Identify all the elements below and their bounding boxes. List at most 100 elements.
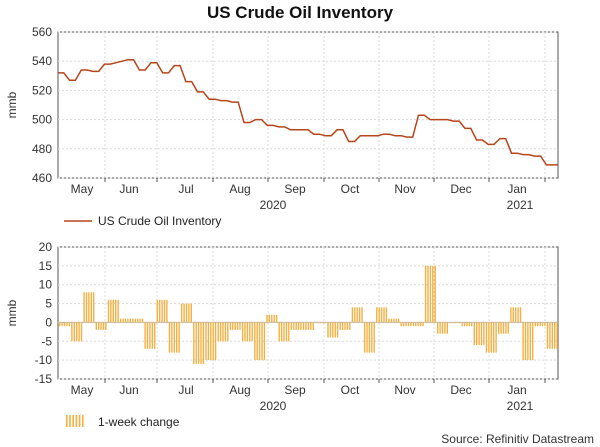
change-bar-stripe bbox=[290, 322, 293, 330]
change-bar-stripe bbox=[393, 318, 395, 323]
y-axis-title: mmb bbox=[5, 299, 19, 326]
change-bar-stripe bbox=[66, 322, 68, 327]
change-bar-stripe bbox=[366, 322, 368, 353]
change-bar-stripe bbox=[385, 307, 388, 323]
change-bar bbox=[71, 322, 83, 342]
change-bar-stripe bbox=[388, 318, 390, 323]
x-tick-label: Dec bbox=[450, 182, 471, 196]
change-bar-stripe bbox=[397, 318, 400, 323]
change-bar-stripe bbox=[115, 299, 117, 323]
change-bar-stripe bbox=[129, 318, 131, 323]
change-bar-stripe bbox=[424, 265, 427, 323]
change-bar-stripe bbox=[80, 322, 83, 342]
x-tick-label: Oct bbox=[341, 182, 360, 196]
change-bar-stripe bbox=[329, 322, 332, 338]
change-bar-stripe bbox=[468, 322, 470, 327]
change-bar-stripe bbox=[144, 322, 146, 349]
change-bar-stripe bbox=[295, 322, 297, 330]
change-bar-stripe bbox=[315, 322, 317, 324]
change-bar-stripe bbox=[339, 322, 341, 330]
change-bar-stripe bbox=[156, 299, 158, 323]
change-bar-stripe bbox=[493, 322, 495, 353]
change-bar-stripe bbox=[246, 322, 249, 342]
source-note: Source: Refinitiv Datastream bbox=[441, 432, 594, 446]
change-bar-stripe bbox=[512, 307, 514, 323]
change-bar bbox=[473, 322, 485, 345]
change-bar-stripe bbox=[176, 322, 178, 353]
change-bar-stripe bbox=[507, 322, 509, 334]
change-bar-stripe bbox=[244, 322, 246, 342]
change-bar-stripe bbox=[305, 322, 307, 330]
change-bar-stripe bbox=[241, 322, 244, 342]
change-bar-stripe bbox=[317, 322, 319, 324]
change-bar-stripe bbox=[188, 303, 190, 323]
change-bar-stripe bbox=[217, 322, 219, 342]
change-bar bbox=[510, 307, 522, 323]
plot-frame bbox=[57, 31, 559, 179]
change-bar-stripe bbox=[261, 322, 263, 361]
change-bar bbox=[290, 322, 302, 330]
change-bar-stripe bbox=[183, 303, 185, 323]
change-bar-stripe bbox=[202, 322, 205, 364]
change-bar-stripe bbox=[429, 265, 432, 323]
change-bar-stripe bbox=[354, 307, 356, 323]
change-bar-stripe bbox=[149, 322, 151, 349]
change-bar-stripe bbox=[285, 322, 288, 342]
change-bar-stripe bbox=[210, 322, 212, 361]
change-bar-stripe bbox=[417, 322, 419, 327]
change-bar-stripe bbox=[178, 322, 180, 353]
change-bar-stripe bbox=[341, 322, 344, 330]
inventory-line-chart: 460 480 500 520 540 560 May Jun Jul Aug Sep Oct Nov D… bbox=[5, 25, 559, 212]
y-tick-label: 500 bbox=[32, 113, 52, 127]
change-bar-stripe bbox=[224, 322, 227, 342]
x-tick-label: Nov bbox=[394, 182, 415, 196]
change-bar-stripe bbox=[212, 322, 214, 361]
change-bar-stripe bbox=[161, 299, 163, 323]
legend-bar-stripe bbox=[75, 415, 78, 427]
change-bar-stripe bbox=[219, 322, 222, 342]
change-bar-stripe bbox=[297, 322, 300, 330]
change-bar bbox=[229, 322, 241, 330]
change-bar-stripe bbox=[166, 299, 168, 323]
x-year-label: 2021 bbox=[507, 399, 534, 413]
legend-bar-stripe bbox=[69, 415, 71, 427]
change-bar bbox=[266, 314, 278, 323]
change-bar-stripe bbox=[351, 307, 354, 323]
change-bar-stripe bbox=[283, 322, 285, 342]
legend-change: 1-week change bbox=[66, 415, 180, 429]
change-bar-stripe bbox=[266, 314, 268, 323]
change-bar-stripe bbox=[524, 322, 527, 361]
change-bar-stripe bbox=[227, 322, 229, 342]
y-tick-label: 480 bbox=[32, 142, 52, 156]
change-bar-stripe bbox=[549, 322, 551, 349]
change-bar-stripe bbox=[76, 322, 78, 342]
y-tick-label: 460 bbox=[32, 171, 52, 185]
change-bar-stripe bbox=[195, 322, 197, 364]
plot-frame bbox=[57, 246, 559, 380]
x-year-label: 2021 bbox=[507, 198, 534, 212]
change-bar-stripe bbox=[310, 322, 312, 330]
change-bar-stripe bbox=[502, 322, 505, 334]
change-bar-stripe bbox=[515, 307, 517, 323]
y-tick-label: 0 bbox=[45, 315, 52, 329]
change-bar-stripe bbox=[483, 322, 485, 345]
change-bar-stripe bbox=[437, 322, 439, 334]
change-bar-stripe bbox=[249, 322, 251, 342]
change-bar-stripe bbox=[495, 322, 497, 353]
change-bar-stripe bbox=[532, 322, 534, 361]
change-bar-stripe bbox=[258, 322, 261, 361]
change-bar-stripe bbox=[59, 322, 61, 327]
legend-inventory: US Crude Oil Inventory bbox=[64, 214, 221, 228]
legend-label-change: 1-week change bbox=[98, 415, 180, 429]
change-bar-stripe bbox=[461, 322, 463, 327]
x-tick-label: Sep bbox=[284, 383, 306, 397]
change-bar-stripe bbox=[349, 322, 351, 330]
change-bar-stripe bbox=[154, 322, 156, 349]
change-bar bbox=[156, 299, 168, 323]
change-bar-stripe bbox=[376, 307, 378, 323]
change-bar-stripe bbox=[517, 307, 519, 323]
x-tick-label: May bbox=[71, 383, 94, 397]
change-bar-stripe bbox=[485, 322, 488, 353]
change-bar-stripe bbox=[402, 322, 405, 327]
x-tick-label: Nov bbox=[394, 383, 415, 397]
